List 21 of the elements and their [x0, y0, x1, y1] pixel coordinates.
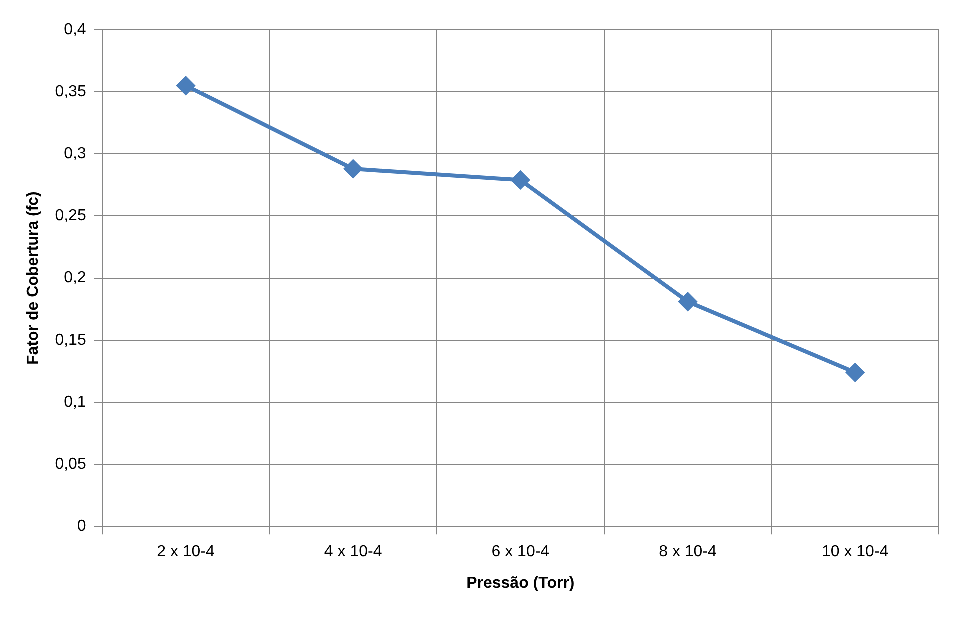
y-tick-label: 0,25 — [55, 208, 86, 225]
point — [512, 171, 530, 190]
y-tick-label: 0,15 — [55, 332, 86, 349]
y-tick-label: 0,1 — [64, 394, 86, 411]
y-tick-label: 0,3 — [64, 146, 86, 163]
point — [177, 76, 196, 95]
y-tick-label: 0,2 — [64, 270, 86, 287]
y-tick-label: 0 — [77, 518, 86, 536]
x-tick-label: 6 x 10-4 — [492, 544, 550, 561]
y-axis-title: Fator de Cobertura (fc) — [25, 192, 42, 365]
y-tick-label: 0,05 — [55, 456, 86, 473]
y-tick-label: 0,4 — [64, 21, 86, 38]
point — [679, 292, 697, 311]
point — [846, 364, 864, 382]
x-tick-label: 2 x 10-4 — [157, 544, 216, 561]
y-tick-label: 0,35 — [55, 83, 86, 100]
point — [344, 160, 362, 178]
x-tick-label: 8 x 10-4 — [659, 544, 718, 561]
x-tick-label: 10 x 10-4 — [822, 544, 889, 561]
x-axis-title: Pressão (Torr) — [466, 574, 575, 592]
x-tick-label: 4 x 10-4 — [324, 544, 382, 561]
